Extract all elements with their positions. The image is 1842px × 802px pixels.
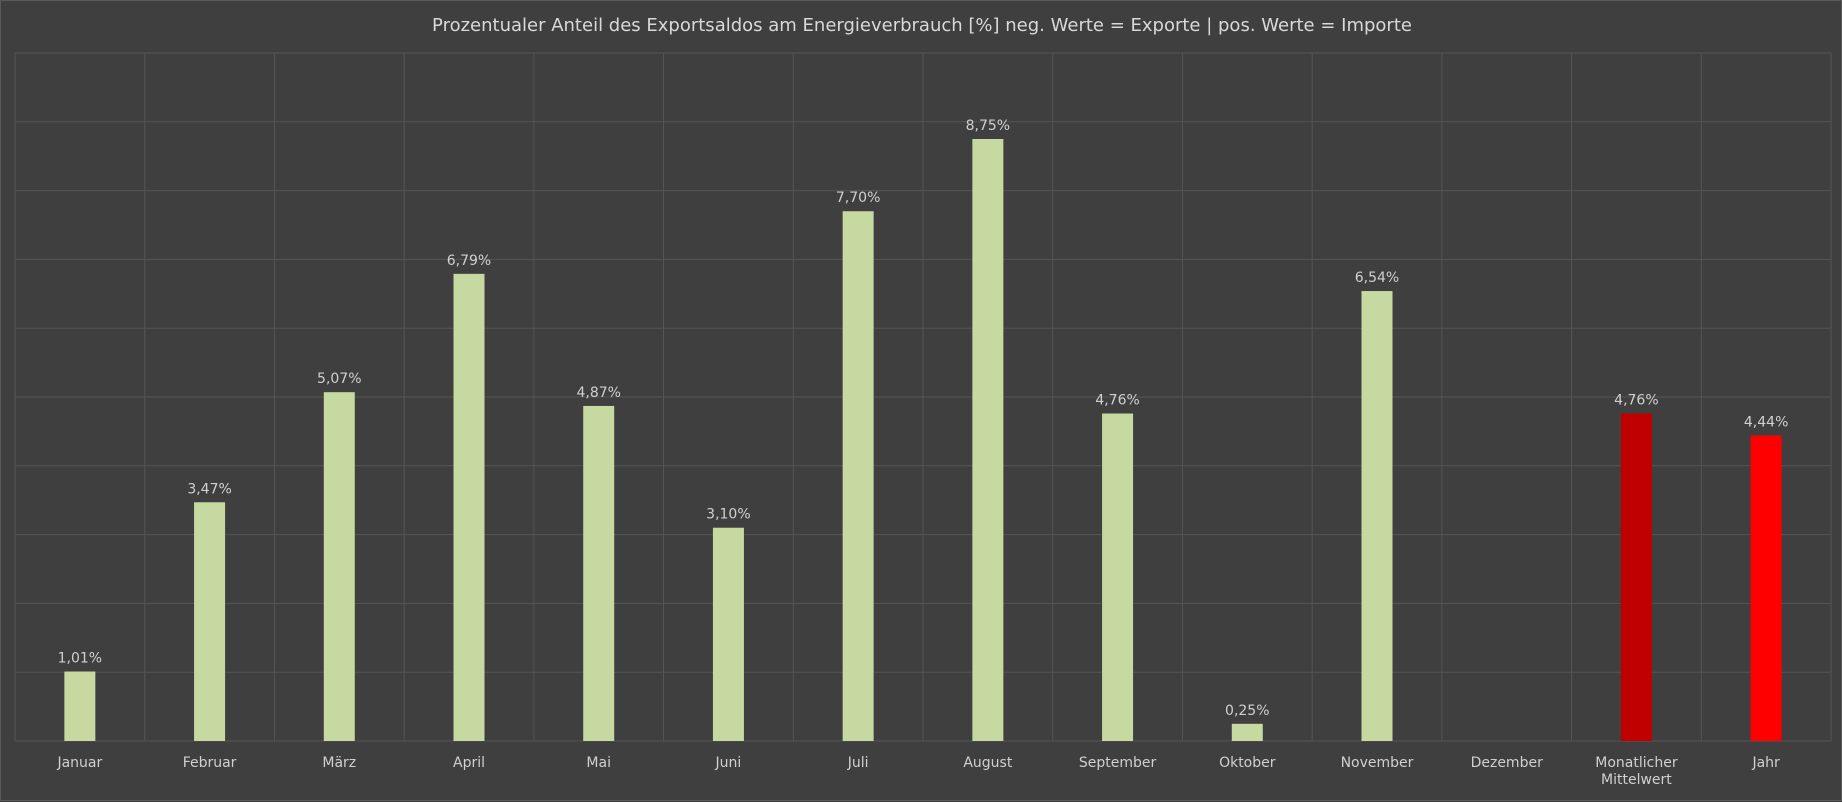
- category-label-1: Februar: [183, 755, 237, 771]
- category-label-9: Oktober: [1219, 755, 1276, 771]
- bar-7: [972, 139, 1004, 741]
- category-label-11: Dezember: [1471, 755, 1543, 771]
- value-label-3: 6,79%: [447, 253, 491, 269]
- bar-13: [1750, 435, 1782, 741]
- bar-12: [1620, 413, 1652, 741]
- category-labels: Januar Februar März April Mai Juni Juli August S…: [56, 755, 1780, 788]
- category-label-7: August: [963, 755, 1013, 771]
- grid-lines: [14, 52, 1832, 742]
- bar-1: [194, 502, 226, 741]
- category-label-10: November: [1341, 755, 1414, 771]
- bar-3: [453, 273, 485, 741]
- value-label-10: 6,54%: [1355, 270, 1399, 286]
- bar-9: [1231, 723, 1263, 741]
- value-label-1: 3,47%: [187, 481, 231, 497]
- value-labels: 1,01% 3,47% 5,07% 6,79% 4,87% 3,10% 7,70% 8,75%…: [58, 118, 1789, 719]
- value-label-0: 1,01%: [58, 651, 102, 667]
- category-label-2: März: [322, 755, 356, 771]
- bars: [64, 139, 1782, 742]
- bar-2: [323, 392, 355, 741]
- value-label-6: 7,70%: [836, 190, 880, 206]
- bar-0: [64, 671, 96, 741]
- value-label-8: 4,76%: [1095, 393, 1139, 409]
- category-label-4: Mai: [586, 755, 611, 771]
- category-label-12: Monatlicher Mittelwert: [1595, 755, 1678, 788]
- value-label-13: 4,44%: [1744, 415, 1788, 431]
- category-label-8: September: [1079, 755, 1157, 771]
- category-label-13: Jahr: [1751, 755, 1780, 771]
- bar-10: [1361, 291, 1393, 741]
- bar-4: [583, 405, 615, 741]
- chart-title: Prozentualer Anteil des Exportsaldos am …: [432, 15, 1412, 36]
- category-label-5: Juni: [715, 755, 742, 771]
- bar-8: [1102, 413, 1134, 741]
- category-label-6: Juli: [847, 755, 869, 771]
- bar-5: [712, 527, 744, 741]
- bar-6: [842, 211, 874, 742]
- category-label-3: April: [453, 755, 485, 771]
- value-label-9: 0,25%: [1225, 703, 1269, 719]
- category-label-0: Januar: [56, 755, 102, 771]
- value-label-4: 4,87%: [576, 385, 620, 401]
- value-label-5: 3,10%: [706, 507, 750, 523]
- value-label-2: 5,07%: [317, 371, 361, 387]
- value-label-12: 4,76%: [1614, 393, 1658, 409]
- value-label-7: 8,75%: [966, 118, 1010, 134]
